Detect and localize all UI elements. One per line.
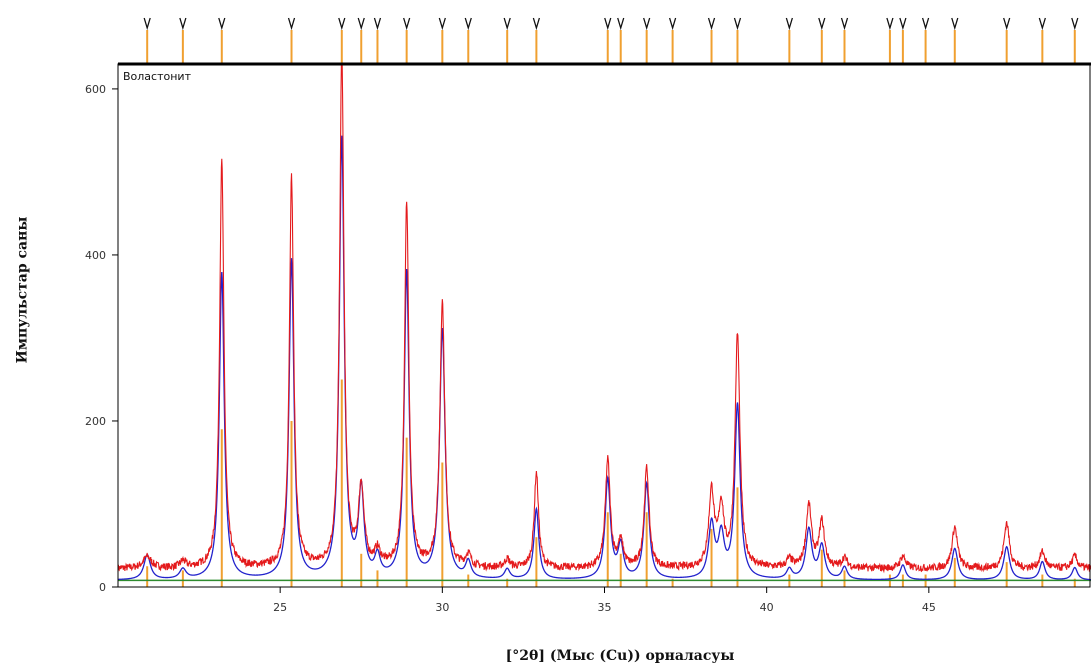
y-tick-label-600: 600	[85, 83, 106, 96]
reference-marker-tip-12	[604, 17, 612, 31]
series-calculated	[117, 135, 1091, 581]
reference-marker-tip-26	[1038, 17, 1046, 31]
reference-marker-tip-0	[143, 17, 151, 31]
series-group	[117, 63, 1091, 582]
reference-marker-tip-25	[1003, 17, 1011, 31]
reference-marker-tip-10	[503, 17, 511, 31]
reference-marker-tip-3	[287, 17, 296, 31]
x-tick-label-35: 35	[598, 601, 612, 614]
x-axis-title: [°2θ] (Мыс (Cu)) орналасуы	[505, 648, 735, 664]
reference-marker-tip-17	[733, 17, 742, 31]
reference-marker-tip-13	[617, 17, 625, 31]
axis-group: 25 30 35 40 45 0 200 400 600	[85, 83, 936, 614]
x-tick-label-30: 30	[435, 601, 449, 614]
reference-marker-group	[143, 17, 1079, 64]
plot-frame	[117, 63, 1091, 588]
x-tick-label-40: 40	[760, 601, 774, 614]
reference-marker-tip-19	[818, 17, 826, 31]
reference-marker-tip-2	[218, 17, 226, 31]
reference-marker-tip-27	[1071, 17, 1079, 31]
y-axis-title: Импульстар саны	[14, 216, 30, 364]
reference-marker-tip-23	[921, 17, 930, 31]
phase-label: Воластонит	[123, 70, 192, 83]
reference-marker-tip-5	[357, 17, 365, 31]
reference-marker-tip-22	[899, 17, 907, 31]
series-observed	[117, 63, 1091, 574]
x-tick-label-25: 25	[273, 601, 287, 614]
reference-marker-tip-11	[532, 17, 541, 31]
reference-marker-tip-6	[373, 17, 382, 31]
reference-marker-tip-15	[668, 17, 677, 31]
y-tick-label-0: 0	[99, 581, 106, 594]
reference-marker-tip-4	[338, 17, 346, 31]
reference-marker-tip-8	[438, 17, 446, 31]
y-tick-label-200: 200	[85, 415, 106, 428]
y-tick-label-400: 400	[85, 249, 106, 262]
reference-marker-tip-21	[886, 17, 894, 31]
reference-marker-tip-20	[840, 17, 849, 31]
reference-marker-tip-7	[403, 17, 411, 31]
reference-marker-tip-18	[785, 17, 793, 31]
reference-marker-tip-24	[951, 17, 959, 31]
y-axis-title-wrap: Импульстар саны	[2, 140, 42, 440]
reference-marker-tip-9	[464, 17, 472, 31]
reference-marker-tip-16	[707, 17, 716, 31]
reference-marker-tip-14	[643, 17, 651, 31]
x-tick-label-45: 45	[922, 601, 936, 614]
reference-marker-tip-1	[179, 17, 187, 31]
